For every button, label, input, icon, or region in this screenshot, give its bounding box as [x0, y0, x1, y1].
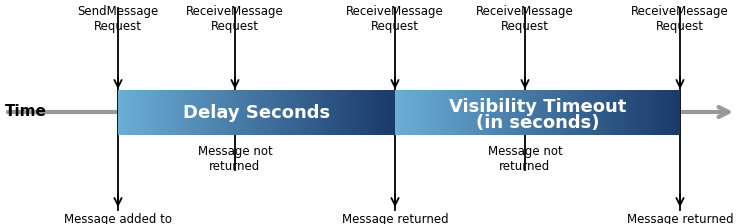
Text: Delay Seconds: Delay Seconds	[183, 103, 330, 121]
Text: ReceiveMessage
Request: ReceiveMessage Request	[186, 5, 284, 33]
Text: ReceiveMessage
Request: ReceiveMessage Request	[631, 5, 729, 33]
Text: Visibility Timeout: Visibility Timeout	[449, 99, 626, 116]
Text: ReceiveMessage
Request: ReceiveMessage Request	[346, 5, 444, 33]
Text: (in seconds): (in seconds)	[476, 114, 599, 131]
Text: Message not
returned: Message not returned	[198, 145, 272, 173]
Text: ReceiveMessage
Request: ReceiveMessage Request	[476, 5, 574, 33]
Text: Time: Time	[5, 105, 47, 119]
Text: Message not
returned: Message not returned	[488, 145, 562, 173]
Text: Message added to
queue: Message added to queue	[64, 213, 172, 224]
Text: Message returned: Message returned	[627, 213, 733, 224]
Text: SendMessage
Request: SendMessage Request	[78, 5, 159, 33]
Text: Message returned: Message returned	[342, 213, 448, 224]
